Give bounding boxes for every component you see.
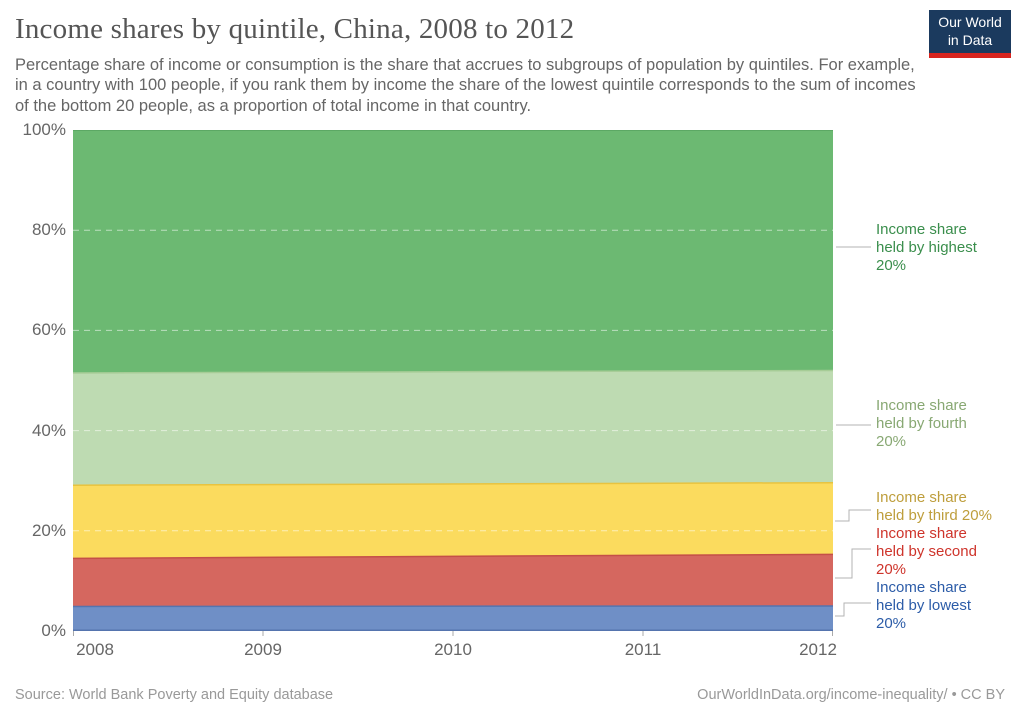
owid-logo-accent-bar [929,53,1011,58]
x-tick-label-2008: 2008 [76,640,114,659]
legend-label-lowest-20[interactable]: Income share held by lowest 20% [876,579,971,633]
x-tick-label-2012: 2012 [799,640,837,659]
y-tick-label-60: 60% [31,320,66,340]
legend-label-line: 20% [876,433,907,450]
source-note: Source: World Bank Poverty and Equity da… [15,687,334,703]
area-fourth-20[interactable] [73,370,833,486]
legend-label-line: held by lowest [876,597,972,614]
area-border-second [73,553,833,560]
connector-line-second [835,548,871,579]
area-border-fourth [73,369,833,374]
legend-label-line: held by highest [876,239,977,256]
y-tick-label-20: 20% [31,520,66,540]
legend-label-line: Income share [876,579,967,596]
area-second-20[interactable] [73,554,833,607]
owid-logo[interactable]: Our World in Data [929,10,1011,58]
connector-line-lowest [835,602,871,617]
legend-label-line: 20% [876,615,907,632]
connector-line-third [835,509,871,522]
legend-label-line: 20% [876,257,907,274]
y-tick-label-100: 100% [22,120,66,139]
page-title: Income shares by quintile, China, 2008 t… [15,13,575,45]
legend-label-line: Income share [876,525,967,542]
area-highest-20[interactable] [73,130,833,373]
legend-label-line: held by fourth [876,415,967,432]
area-border-lowest [73,605,833,608]
area-lowest-20[interactable] [73,605,833,631]
legend-label-line: Income share [876,489,967,506]
area-border-third [73,481,833,486]
area-third-20[interactable] [73,482,833,559]
x-tick-label-2011: 2011 [624,640,662,659]
x-tick-label-2010: 2010 [434,640,472,659]
y-tick-label-80: 80% [31,220,66,240]
legend-label-fourth-20[interactable]: Income share held by fourth 20% [876,397,967,451]
chart-subtitle: Percentage share of income or consumptio… [15,56,916,115]
x-tick-label-2009: 2009 [244,640,282,659]
legend-label-line: Income share [876,221,967,238]
owid-logo-text: Our World in Data [929,10,1011,53]
legend-label-third-20[interactable]: Income share held by third 20% [876,489,992,525]
y-tick-label-40: 40% [31,420,66,440]
legend-label-highest-20[interactable]: Income share held by highest 20% [876,221,977,275]
legend-label-line: held by second [876,543,977,560]
legend-label-line: held by third 20% [876,507,992,524]
stacked-area-plot[interactable] [73,130,833,637]
legend-label-line: 20% [876,561,907,578]
legend-label-line: Income share [876,397,967,414]
y-tick-label-0: 0% [41,621,66,640]
legend-label-second-20[interactable]: Income share held by second 20% [876,525,977,579]
attribution-link[interactable]: OurWorldInData.org/income-inequality/ • … [697,687,1005,703]
